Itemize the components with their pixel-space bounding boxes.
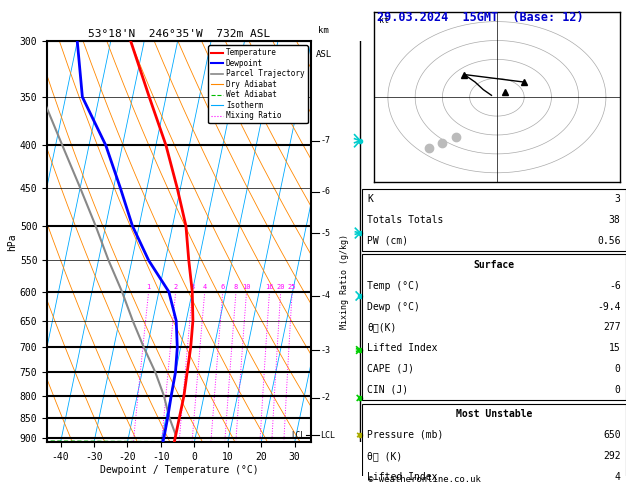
Text: Dewp (°C): Dewp (°C) [367,301,420,312]
Bar [362,404,626,486]
Text: 15: 15 [609,343,621,353]
Title: 53°18'N  246°35'W  732m ASL: 53°18'N 246°35'W 732m ASL [88,29,270,39]
Text: K: K [367,194,373,204]
Text: CAPE (J): CAPE (J) [367,364,414,374]
Text: Lifted Index: Lifted Index [367,343,437,353]
Text: -4: -4 [320,292,330,300]
Text: 3: 3 [191,284,194,290]
Text: -9.4: -9.4 [597,301,621,312]
Text: θᴄ(K): θᴄ(K) [367,322,396,332]
Text: 1: 1 [147,284,151,290]
Text: Surface: Surface [473,260,515,270]
Text: 0.56: 0.56 [597,236,621,245]
Text: ASL: ASL [316,50,331,59]
Bar [362,255,626,400]
Text: θᴄ (K): θᴄ (K) [367,451,402,461]
Text: 277: 277 [603,322,621,332]
Text: Most Unstable: Most Unstable [455,409,532,419]
Text: -6: -6 [320,187,330,196]
Text: 20: 20 [276,284,285,290]
Text: -2: -2 [320,394,330,402]
Text: 0: 0 [615,385,621,395]
Text: 29.03.2024  15GMT  (Base: 12): 29.03.2024 15GMT (Base: 12) [377,11,584,24]
Text: 650: 650 [603,430,621,440]
Text: CIN (J): CIN (J) [367,385,408,395]
Text: Pressure (mb): Pressure (mb) [367,430,443,440]
Text: 25: 25 [288,284,296,290]
Text: 0: 0 [615,364,621,374]
Y-axis label: hPa: hPa [7,233,17,251]
Text: Totals Totals: Totals Totals [367,215,443,225]
X-axis label: Dewpoint / Temperature (°C): Dewpoint / Temperature (°C) [100,465,259,475]
Text: © weatheronline.co.uk: © weatheronline.co.uk [368,474,481,484]
Text: 2: 2 [174,284,178,290]
Bar [362,189,626,251]
Text: 16: 16 [265,284,274,290]
Text: 3: 3 [615,194,621,204]
Text: 6: 6 [221,284,225,290]
Legend: Temperature, Dewpoint, Parcel Trajectory, Dry Adiabat, Wet Adiabat, Isotherm, Mi: Temperature, Dewpoint, Parcel Trajectory… [208,45,308,123]
Text: PW (cm): PW (cm) [367,236,408,245]
Text: LCL: LCL [291,431,305,439]
Text: 4: 4 [615,471,621,482]
Text: 292: 292 [603,451,621,461]
Text: -7: -7 [320,136,330,145]
Text: LCL: LCL [320,431,335,439]
Text: kt: kt [379,16,389,25]
Text: 4: 4 [203,284,207,290]
Text: Mixing Ratio (g/kg): Mixing Ratio (g/kg) [340,234,349,330]
Text: -5: -5 [320,228,330,238]
Text: km: km [318,26,329,35]
Text: -3: -3 [320,346,330,354]
Text: 8: 8 [234,284,238,290]
Text: Lifted Index: Lifted Index [367,471,437,482]
Text: -6: -6 [609,281,621,291]
Text: 38: 38 [609,215,621,225]
Text: Temp (°C): Temp (°C) [367,281,420,291]
Text: 10: 10 [242,284,251,290]
